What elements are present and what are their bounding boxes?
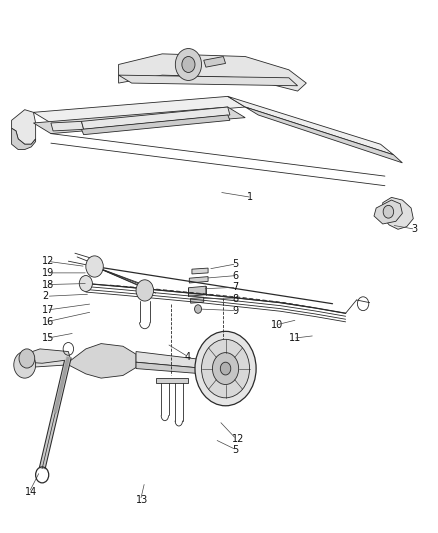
Text: 13: 13	[136, 495, 148, 505]
Polygon shape	[136, 352, 223, 370]
Text: 11: 11	[289, 333, 301, 343]
Polygon shape	[33, 96, 245, 123]
Text: 16: 16	[42, 317, 54, 327]
Text: 4: 4	[184, 352, 190, 362]
Polygon shape	[51, 122, 84, 131]
Text: 2: 2	[42, 291, 49, 301]
Polygon shape	[25, 349, 71, 364]
Polygon shape	[81, 107, 230, 130]
Text: 12: 12	[232, 434, 244, 445]
Circle shape	[383, 205, 394, 218]
Text: 10: 10	[272, 320, 284, 330]
Text: 12: 12	[42, 256, 55, 266]
Text: 18: 18	[42, 280, 54, 289]
Polygon shape	[245, 107, 403, 163]
Polygon shape	[191, 297, 204, 303]
Circle shape	[194, 305, 201, 313]
Polygon shape	[204, 56, 226, 67]
Circle shape	[19, 349, 35, 368]
Text: 6: 6	[232, 271, 238, 280]
Text: 17: 17	[42, 305, 55, 315]
Circle shape	[182, 56, 195, 72]
Polygon shape	[119, 75, 297, 86]
Circle shape	[79, 276, 92, 292]
Polygon shape	[81, 115, 230, 135]
Polygon shape	[68, 344, 136, 378]
Text: 1: 1	[247, 192, 254, 203]
Text: 3: 3	[411, 224, 417, 235]
Text: 14: 14	[25, 488, 37, 497]
Circle shape	[86, 256, 103, 277]
Text: 5: 5	[232, 445, 238, 455]
Circle shape	[175, 49, 201, 80]
Polygon shape	[192, 268, 208, 274]
Text: 7: 7	[232, 282, 238, 292]
Polygon shape	[12, 110, 35, 144]
Circle shape	[14, 352, 35, 378]
Polygon shape	[12, 128, 35, 150]
Circle shape	[195, 332, 256, 406]
Text: 8: 8	[232, 294, 238, 304]
Polygon shape	[188, 286, 206, 296]
Circle shape	[136, 280, 153, 301]
Text: 9: 9	[232, 305, 238, 316]
Polygon shape	[189, 277, 208, 283]
Circle shape	[212, 353, 239, 384]
Polygon shape	[27, 360, 68, 368]
Text: 19: 19	[42, 268, 54, 278]
Polygon shape	[119, 54, 306, 91]
Circle shape	[220, 362, 231, 375]
Text: 15: 15	[42, 333, 55, 343]
Text: 5: 5	[232, 259, 238, 269]
Polygon shape	[33, 107, 245, 134]
Circle shape	[201, 340, 250, 398]
Polygon shape	[155, 378, 188, 383]
Polygon shape	[136, 362, 223, 375]
Polygon shape	[374, 200, 403, 224]
Polygon shape	[228, 96, 394, 155]
Polygon shape	[383, 197, 413, 229]
